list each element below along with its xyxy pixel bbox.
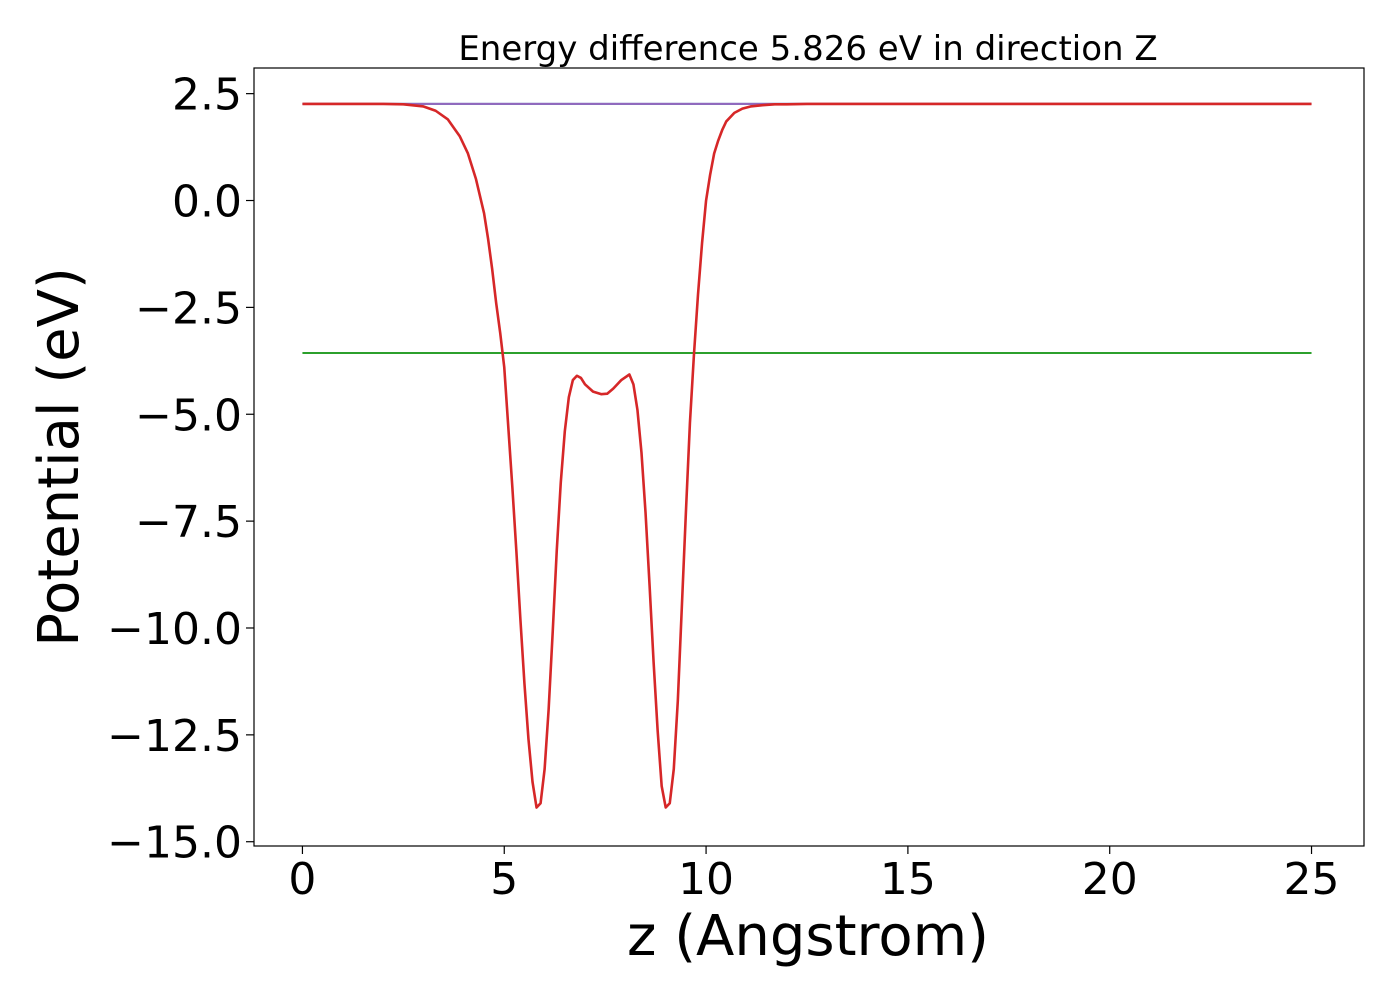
plot-frame xyxy=(253,67,1365,847)
x-axis-ticks: 0 5 10 15 20 25 xyxy=(288,846,1340,905)
y-axis-ticks: 2.5 0.0 −2.5 −5.0 −7.5 −10.0 −12.5 −15.0 xyxy=(107,70,254,869)
y-tick-label: 2.5 xyxy=(172,70,242,121)
y-tick-label: −12.5 xyxy=(107,711,242,762)
y-tick-label: −5.0 xyxy=(135,390,242,441)
y-tick-label: −2.5 xyxy=(135,283,242,334)
x-axis-label: z (Angstrom) xyxy=(627,904,989,969)
x-tick-label: 15 xyxy=(880,854,936,905)
y-tick-label: −10.0 xyxy=(107,604,242,655)
y-tick-label: 0.0 xyxy=(172,177,242,228)
y-tick-label: −15.0 xyxy=(107,818,242,869)
series-line-3 xyxy=(302,102,1312,809)
x-tick-label: 0 xyxy=(288,854,316,905)
chart-title: Energy difference 5.826 eV in direction … xyxy=(458,29,1157,69)
x-tick-label: 10 xyxy=(678,854,734,905)
y-axis-label: Potential (eV) xyxy=(27,267,92,647)
x-tick-label: 25 xyxy=(1284,854,1340,905)
series-layer xyxy=(302,102,1312,809)
y-tick-label: −7.5 xyxy=(135,497,242,548)
x-tick-label: 5 xyxy=(490,854,518,905)
x-tick-label: 20 xyxy=(1082,854,1138,905)
